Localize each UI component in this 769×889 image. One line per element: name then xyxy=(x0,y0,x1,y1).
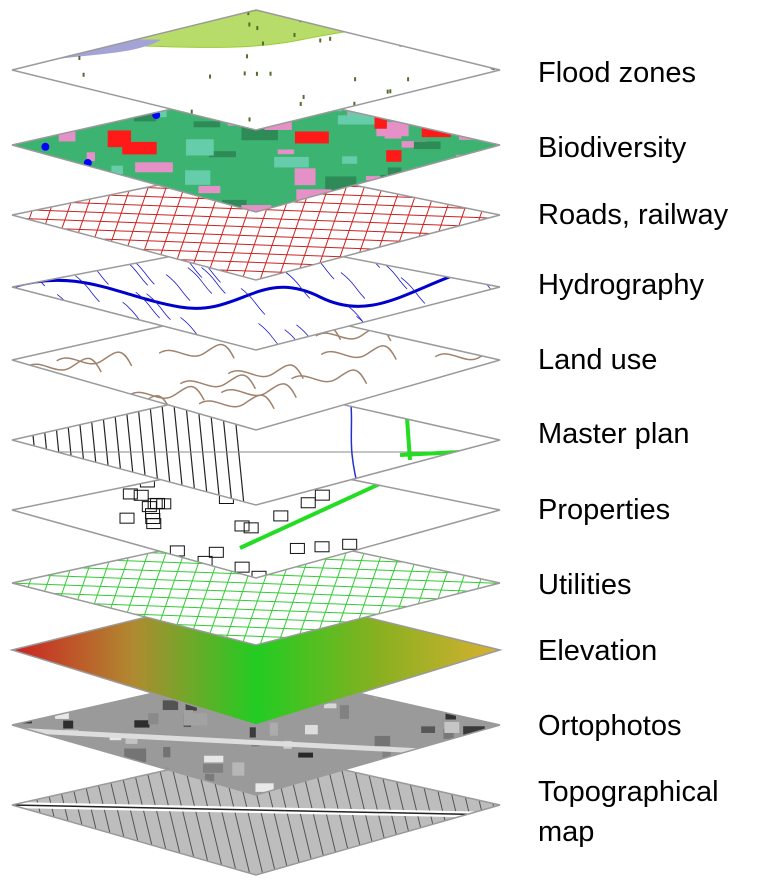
label-master-plan: Master plan xyxy=(538,418,690,450)
label-topographical-map: Topographical map xyxy=(538,776,719,848)
label-land-use: Land use xyxy=(538,344,658,376)
label-hydrography: Hydrography xyxy=(538,269,705,301)
label-ortophotos: Ortophotos xyxy=(538,710,682,742)
label-roads-railway: Roads, railway xyxy=(538,199,729,231)
label-elevation: Elevation xyxy=(538,635,658,667)
label-flood-zones: Flood zones xyxy=(538,57,696,89)
layer-flood-zones xyxy=(11,9,501,131)
label-biodiversity: Biodiversity xyxy=(538,132,687,164)
label-utilities: Utilities xyxy=(538,569,632,601)
layer-properties xyxy=(11,459,501,579)
label-properties: Properties xyxy=(538,494,671,526)
